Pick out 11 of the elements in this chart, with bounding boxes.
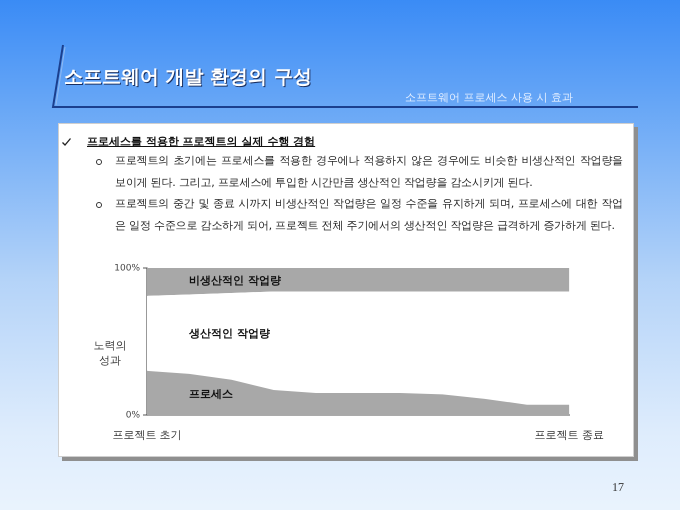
series-label: 프로세스 [189,387,234,400]
text: 프로세스를 적용한 프로젝트의 실제 수행 경험 [87,134,316,149]
text: 프로젝트의 초기에는 프로세스를 적용한 경우에나 적용하지 않은 경우에도 비슷한 비생산적인 작업량을 보이게 된다. 그리고, 프로세스에 투입한 시간만큼 생산적인 작업량을 감소시키게 된다. [115,153,623,190]
text: 17 [612,480,624,495]
y-tick-label: 100% [114,263,140,274]
x-tick-label: 프로젝트 종료 [534,428,604,442]
y-tick-label: 0% [126,410,140,420]
series-label: 생산적인 작업량 [188,327,270,340]
y-axis-title: 노력의 성과 [92,338,128,368]
x-tick-label: 프로젝트 초기 [112,428,182,442]
text: 프로젝트의 중간 및 종료 시까지 비생산적인 작업량은 일정 수준을 유지하게 되며, 프로세스에 대한 작업은 일정 수준으로 감소하게 되어, 프로젝트 전체 주기에서의 생산적인 작업량은 급격하게 증가하게 된다. [115,196,623,234]
